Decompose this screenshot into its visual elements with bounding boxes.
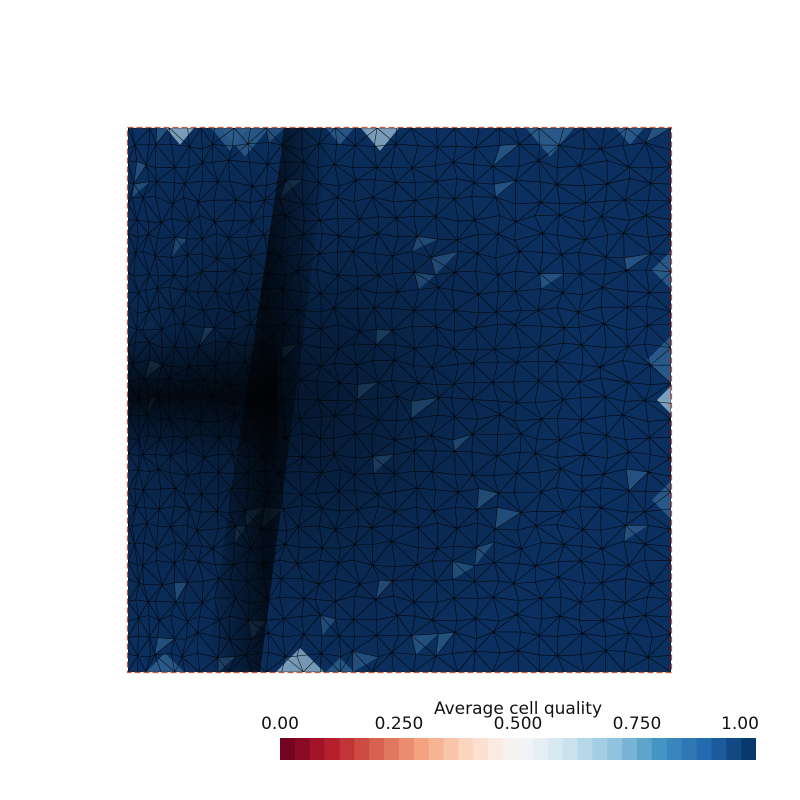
colorbar-band [384, 738, 400, 760]
colorbar-band [428, 738, 445, 760]
colorbar-band [458, 738, 474, 760]
colorbar-band [399, 738, 415, 760]
colorbar-tick-3: 0.750 [612, 714, 662, 734]
domain-boundary [126, 126, 673, 674]
colorbar-band [369, 738, 385, 760]
colorbar-band [547, 738, 564, 760]
colorbar-band [294, 738, 311, 760]
colorbar-band [726, 738, 742, 760]
colorbar-band [696, 738, 712, 760]
refinement-shading [128, 128, 671, 672]
colorbar-band [637, 738, 653, 760]
colorbar-band [651, 738, 668, 760]
colorbar-band [503, 738, 519, 760]
colorbar-band [443, 738, 460, 760]
colorbar-tick-0: 0.00 [261, 714, 299, 734]
colorbar-band [622, 738, 638, 760]
colorbar-band [473, 738, 489, 760]
colorbar-band [741, 738, 756, 760]
colorbar-tick-2: 0.500 [493, 714, 543, 734]
colorbar-band [488, 738, 504, 760]
colorbar-band [324, 738, 341, 760]
colorbar-band [607, 738, 623, 760]
colorbar-band [711, 738, 727, 760]
colorbar-band [532, 738, 549, 760]
colorbar-band [681, 738, 698, 760]
colorbar-band [666, 738, 683, 760]
colorbar-tick-1: 0.250 [374, 714, 424, 734]
colorbar-band [354, 738, 370, 760]
colorbar-band [562, 738, 579, 760]
colorbar [280, 738, 756, 760]
colorbar-tick-4: 1.00 [721, 714, 759, 734]
colorbar-band [413, 738, 430, 760]
colorbar-band [280, 738, 296, 760]
colorbar-band [518, 738, 534, 760]
mesh-domain [128, 128, 671, 672]
colorbar-title: Average cell quality [433, 699, 603, 719]
colorbar-band [592, 738, 608, 760]
colorbar-band [577, 738, 593, 760]
colorbar-band [309, 738, 326, 760]
colorbar-band [339, 738, 355, 760]
